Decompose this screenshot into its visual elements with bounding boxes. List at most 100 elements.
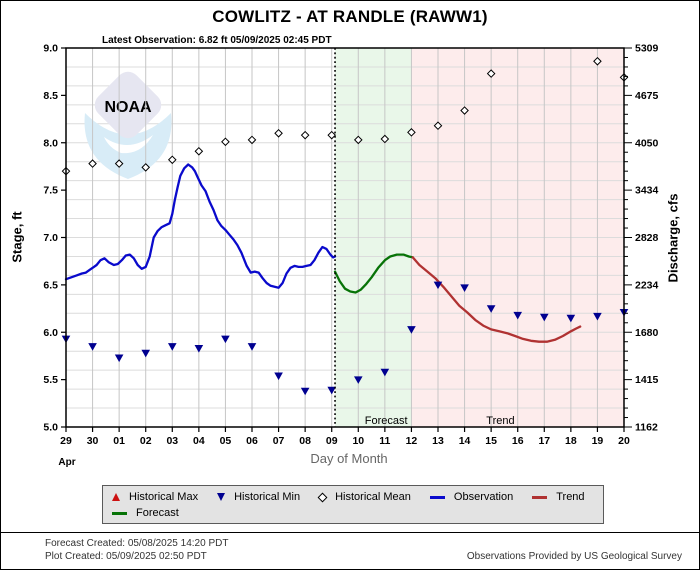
discharge-tick-label: 1162 (635, 422, 658, 434)
discharge-tick-label: 2828 (635, 232, 659, 244)
historical-mean-markers (61, 56, 629, 176)
forecast-region-label: Forecast (365, 415, 408, 427)
day-tick-label: 20 (618, 435, 630, 447)
historical-min-point (114, 354, 124, 363)
latest-observation-text: Latest Observation: 6.82 ft 05/09/2025 0… (102, 35, 332, 46)
day-tick-label: 06 (246, 435, 258, 447)
day-tick-label: 09 (326, 435, 338, 447)
discharge-tick-label: 4675 (635, 90, 659, 102)
day-tick-label: 16 (512, 435, 524, 447)
stage-tick-label: 5.0 (43, 422, 58, 434)
legend-label: Observation (453, 491, 514, 503)
historical-min-point (539, 313, 549, 322)
historical-mean-point (114, 159, 124, 168)
historical-min-point (327, 386, 337, 395)
historical-min-point (460, 284, 469, 293)
noaa-logo-watermark: NOAA (84, 71, 172, 179)
legend-row-2: Forecast (112, 505, 594, 521)
day-tick-label: 13 (432, 435, 444, 447)
historical-mean-point (221, 137, 230, 147)
left-axis-title: Stage, ft (9, 211, 25, 263)
historical-min-point (486, 305, 496, 313)
x-axis-title: Day of Month (310, 451, 388, 466)
legend-item-forecast: Forecast (112, 507, 179, 519)
historical-mean-point (327, 130, 337, 140)
trend-region-label: Trend (486, 415, 514, 427)
historical-min-point (274, 372, 283, 381)
historical-min-point (433, 281, 443, 290)
forecast-created-text: Forecast Created: 05/08/2025 14:20 PDT (45, 538, 229, 549)
stage-tick-label: 8.0 (43, 137, 58, 149)
legend-item-historical-mean: Historical Mean (317, 491, 411, 503)
day-tick-label: 18 (565, 435, 577, 447)
historical-mean-point (88, 159, 97, 168)
historical-mean-point (141, 163, 151, 172)
day-tick-label: 03 (166, 435, 178, 447)
day-tick-label: 05 (220, 435, 232, 447)
discharge-tick-label: 1680 (635, 327, 659, 339)
historical-mean-point (247, 135, 257, 145)
historical-min-markers (61, 281, 629, 396)
historical-min-point (221, 335, 230, 344)
forecast-line (333, 253, 414, 294)
observation-line (64, 163, 337, 289)
day-tick-label: 07 (273, 435, 285, 447)
forecast-line-icon (112, 511, 127, 515)
historical-min-point (300, 387, 310, 396)
noaa-shield-icon (94, 71, 162, 139)
historical-min-point (593, 312, 602, 321)
legend-label: Forecast (136, 507, 179, 519)
historical-mean-point (380, 134, 390, 144)
day-tick-label: 08 (299, 435, 311, 447)
trend-line-icon (532, 495, 548, 499)
stage-tick-label: 6.0 (43, 327, 58, 339)
legend-row-1: Historical Max Historical Min Historical… (112, 489, 594, 505)
historical-mean-point (433, 121, 443, 131)
observations-credit-text: Observations Provided by US Geological S… (466, 551, 682, 562)
noaa-watermark-text: NOAA (104, 99, 152, 116)
month-label: Apr (58, 457, 76, 468)
stage-tick-label: 9.0 (43, 43, 58, 55)
historical-min-point (141, 349, 151, 358)
historical-min-point (353, 376, 363, 384)
day-tick-label: 10 (352, 435, 364, 447)
discharge-tick-label: 1415 (635, 374, 659, 386)
legend-box: Historical Max Historical Min Historical… (102, 485, 604, 524)
discharge-tick-label: 5309 (635, 43, 659, 55)
legend-label: Historical Mean (335, 491, 411, 503)
discharge-tick-label: 3434 (635, 185, 659, 197)
stage-tick-label: 7.0 (43, 232, 58, 244)
day-tick-label: 11 (379, 435, 390, 447)
day-tick-label: 15 (485, 435, 497, 447)
legend-label: Historical Max (129, 491, 199, 503)
historical-mean-point (593, 56, 602, 66)
historical-min-point (167, 343, 177, 351)
plot-created-text: Plot Created: 05/09/2025 02:50 PDT (45, 551, 207, 562)
historical-mean-point (460, 106, 469, 115)
stage-tick-label: 5.5 (43, 374, 58, 386)
day-tick-label: 29 (60, 435, 72, 447)
day-tick-label: 12 (406, 435, 418, 447)
day-tick-label: 19 (592, 435, 604, 447)
historical-mean-point (353, 135, 363, 145)
legend-label: Trend (556, 491, 585, 503)
historical-mean-icon (317, 492, 328, 502)
day-tick-label: 01 (113, 435, 125, 447)
legend-item-historical-max: Historical Max (112, 491, 198, 503)
historical-min-icon (217, 493, 226, 501)
observation-line-icon (429, 495, 445, 499)
right-axis-title: Discharge, cfs (665, 193, 681, 283)
historical-min-point (194, 345, 204, 353)
legend-label: Historical Min (234, 491, 301, 503)
day-tick-label: 17 (538, 435, 550, 447)
discharge-tick-label: 4050 (635, 137, 659, 149)
historical-mean-point (486, 69, 496, 78)
historical-min-point (247, 343, 257, 351)
historical-mean-point (407, 128, 416, 137)
day-tick-label: 30 (87, 435, 99, 447)
historical-mean-point (167, 155, 177, 165)
historical-min-point (513, 311, 523, 320)
historical-min-point (88, 343, 97, 351)
historical-mean-point (194, 146, 204, 156)
